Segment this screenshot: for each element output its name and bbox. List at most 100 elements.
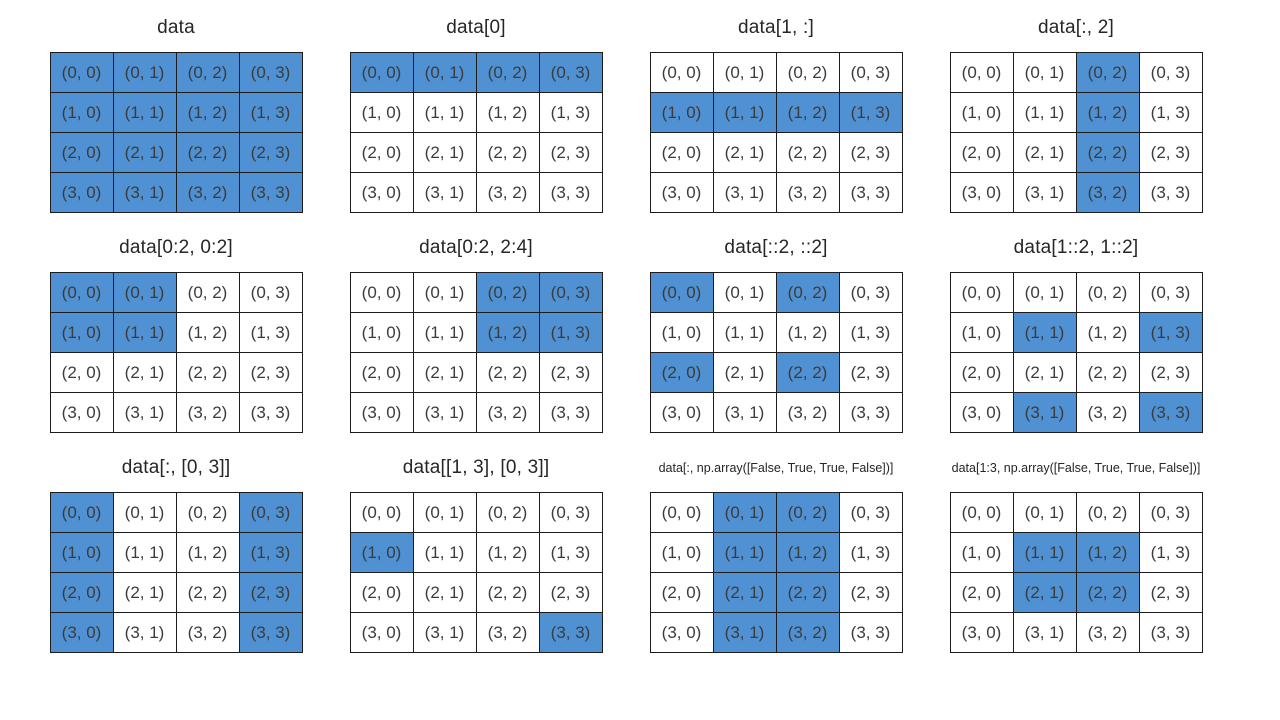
grid-cell-highlighted: (3, 3) — [538, 612, 603, 653]
table-row: (3, 0) (3, 1) (3, 2) (3, 3) — [349, 392, 603, 433]
grid-cell-highlighted: (3, 1) — [1012, 392, 1077, 433]
grid-cell: (2, 3) — [538, 132, 603, 173]
grid-cell-highlighted: (3, 2) — [175, 172, 240, 213]
indexing-panel: data[:, np.array([False, True, True, Fal… — [626, 444, 926, 664]
grid-cell: (1, 3) — [1138, 532, 1203, 573]
grid-cell: (2, 3) — [1138, 352, 1203, 393]
grid-cell-highlighted: (0, 1) — [712, 492, 777, 533]
table-row: (3, 0) (3, 1) (3, 2) (3, 3) — [649, 612, 903, 653]
indexing-panel: data[1, :] (0, 0) (0, 1) (0, 2) (0, 3) (1, 0)… — [626, 4, 926, 224]
grid-cell: (1, 1) — [412, 312, 477, 353]
grid-cell: (0, 1) — [112, 492, 177, 533]
grid-cell: (0, 1) — [412, 272, 477, 313]
table-row: (2, 0) (2, 1) (2, 2) (2, 3) — [649, 572, 903, 613]
numpy-indexing-grid: data (0, 0) (0, 1) (0, 2) (0, 3) (1, 0) (1, 1)… — [49, 4, 1226, 664]
grid-cell-highlighted: (0, 1) — [412, 52, 477, 93]
indexing-panel: data[1::2, 1::2] (0, 0) (0, 1) (0, 2) (0, 3)… — [926, 224, 1226, 444]
panel-title: data[::2, ::2] — [724, 237, 828, 258]
grid-cell-highlighted: (0, 0) — [349, 52, 414, 93]
grid-cell: (0, 1) — [712, 272, 777, 313]
grid-cell: (2, 0) — [649, 572, 714, 613]
grid-cell-highlighted: (0, 1) — [112, 272, 177, 313]
grid-cell-highlighted: (1, 2) — [775, 532, 840, 573]
table-row: (0, 0) (0, 1) (0, 2) (0, 3) — [349, 272, 603, 313]
grid-cell: (2, 0) — [649, 132, 714, 173]
grid-cell: (2, 2) — [775, 132, 840, 173]
grid-cell: (2, 1) — [412, 352, 477, 393]
table-row: (0, 0) (0, 1) (0, 2) (0, 3) — [49, 52, 303, 93]
grid-cell: (2, 1) — [712, 352, 777, 393]
grid-cell: (3, 3) — [1138, 612, 1203, 653]
grid-cell-highlighted: (0, 2) — [475, 272, 540, 313]
index-table: (0, 0) (0, 1) (0, 2) (0, 3) (1, 0) (1, 1) (1, … — [349, 492, 603, 653]
grid-cell-highlighted: (0, 3) — [538, 272, 603, 313]
table-row: (0, 0) (0, 1) (0, 2) (0, 3) — [649, 52, 903, 93]
grid-cell: (1, 1) — [1012, 92, 1077, 133]
grid-cell: (2, 0) — [49, 352, 114, 393]
table-row: (2, 0) (2, 1) (2, 2) (2, 3) — [949, 132, 1203, 173]
grid-cell: (3, 2) — [1075, 612, 1140, 653]
grid-cell: (0, 1) — [712, 52, 777, 93]
grid-cell-highlighted: (0, 3) — [238, 492, 303, 533]
grid-cell: (0, 0) — [649, 492, 714, 533]
grid-cell: (2, 2) — [175, 572, 240, 613]
grid-cell: (0, 0) — [949, 272, 1014, 313]
grid-cell: (2, 1) — [1012, 132, 1077, 173]
grid-cell-highlighted: (2, 3) — [238, 572, 303, 613]
grid-cell-highlighted: (3, 0) — [49, 612, 114, 653]
grid-cell-highlighted: (0, 0) — [49, 492, 114, 533]
grid-cell-highlighted: (0, 1) — [112, 52, 177, 93]
grid-cell: (2, 2) — [175, 352, 240, 393]
grid-cell: (2, 1) — [112, 572, 177, 613]
grid-cell-highlighted: (3, 1) — [712, 612, 777, 653]
grid-cell-highlighted: (0, 2) — [1075, 52, 1140, 93]
table-row: (1, 0) (1, 1) (1, 2) (1, 3) — [349, 312, 603, 353]
table-row: (2, 0) (2, 1) (2, 2) (2, 3) — [49, 352, 303, 393]
index-table: (0, 0) (0, 1) (0, 2) (0, 3) (1, 0) (1, 1) (1, … — [349, 52, 603, 213]
grid-cell-highlighted: (2, 0) — [49, 132, 114, 173]
grid-cell: (0, 0) — [949, 52, 1014, 93]
grid-cell-highlighted: (0, 0) — [49, 272, 114, 313]
table-row: (0, 0) (0, 1) (0, 2) (0, 3) — [949, 52, 1203, 93]
grid-cell: (3, 3) — [838, 172, 903, 213]
table-row: (0, 0) (0, 1) (0, 2) (0, 3) — [649, 492, 903, 533]
grid-cell: (1, 3) — [838, 532, 903, 573]
grid-cell: (3, 0) — [349, 172, 414, 213]
grid-cell-highlighted: (1, 1) — [1012, 312, 1077, 353]
grid-cell-highlighted: (2, 2) — [775, 572, 840, 613]
table-row: (1, 0) (1, 1) (1, 2) (1, 3) — [49, 92, 303, 133]
grid-cell-highlighted: (2, 1) — [712, 572, 777, 613]
grid-cell: (3, 2) — [475, 172, 540, 213]
grid-cell-highlighted: (1, 0) — [649, 92, 714, 133]
grid-cell: (1, 2) — [175, 532, 240, 573]
grid-cell-highlighted: (2, 1) — [112, 132, 177, 173]
grid-cell: (3, 2) — [775, 392, 840, 433]
grid-cell: (3, 3) — [238, 392, 303, 433]
table-row: (2, 0) (2, 1) (2, 2) (2, 3) — [349, 572, 603, 613]
grid-cell: (0, 0) — [649, 52, 714, 93]
index-table: (0, 0) (0, 1) (0, 2) (0, 3) (1, 0) (1, 1) (1, … — [949, 272, 1203, 433]
table-row: (3, 0) (3, 1) (3, 2) (3, 3) — [49, 172, 303, 213]
panel-title: data[[1, 3], [0, 3]] — [402, 457, 550, 478]
grid-cell: (3, 0) — [649, 172, 714, 213]
grid-cell-highlighted: (0, 2) — [175, 52, 240, 93]
grid-cell-highlighted: (2, 2) — [775, 352, 840, 393]
grid-cell-highlighted: (3, 3) — [238, 612, 303, 653]
index-table: (0, 0) (0, 1) (0, 2) (0, 3) (1, 0) (1, 1) (1, … — [49, 272, 303, 433]
grid-cell-highlighted: (0, 2) — [475, 52, 540, 93]
grid-cell: (3, 0) — [649, 392, 714, 433]
grid-cell: (3, 3) — [538, 392, 603, 433]
grid-cell: (3, 0) — [349, 392, 414, 433]
grid-cell: (0, 0) — [349, 272, 414, 313]
grid-cell-highlighted: (0, 3) — [238, 52, 303, 93]
grid-cell: (3, 1) — [412, 392, 477, 433]
grid-cell: (1, 3) — [538, 92, 603, 133]
grid-cell: (3, 3) — [1138, 172, 1203, 213]
grid-cell: (3, 1) — [712, 392, 777, 433]
grid-cell-highlighted: (3, 2) — [1075, 172, 1140, 213]
table-row: (3, 0) (3, 1) (3, 2) (3, 3) — [949, 172, 1203, 213]
indexing-panel: data[[1, 3], [0, 3]] (0, 0) (0, 1) (0, 2) (0… — [326, 444, 626, 664]
grid-cell: (2, 1) — [112, 352, 177, 393]
grid-cell-highlighted: (1, 2) — [475, 312, 540, 353]
grid-cell: (0, 3) — [1138, 492, 1203, 533]
